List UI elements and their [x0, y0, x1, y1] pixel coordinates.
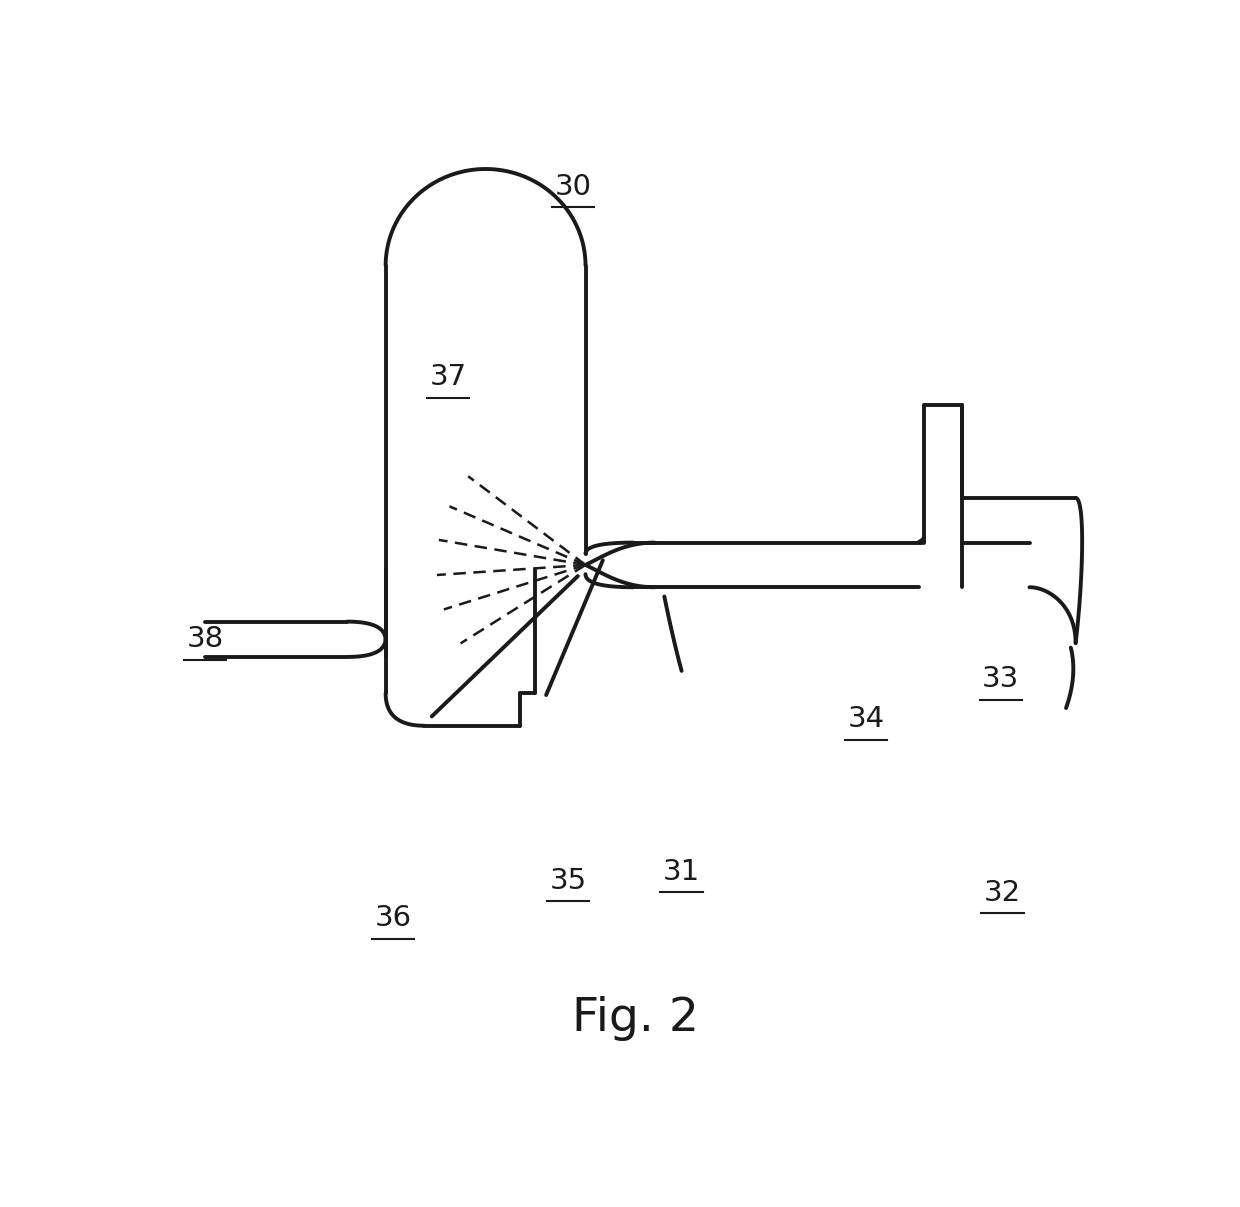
Text: 36: 36 — [374, 904, 412, 932]
Text: 34: 34 — [848, 705, 884, 733]
Text: Fig. 2: Fig. 2 — [572, 996, 699, 1040]
Text: 32: 32 — [985, 879, 1022, 906]
Text: 38: 38 — [186, 625, 223, 653]
Text: 37: 37 — [429, 363, 466, 391]
Text: 31: 31 — [663, 858, 701, 886]
Text: 35: 35 — [549, 867, 587, 894]
Text: 30: 30 — [554, 173, 591, 200]
Text: 33: 33 — [982, 665, 1019, 693]
